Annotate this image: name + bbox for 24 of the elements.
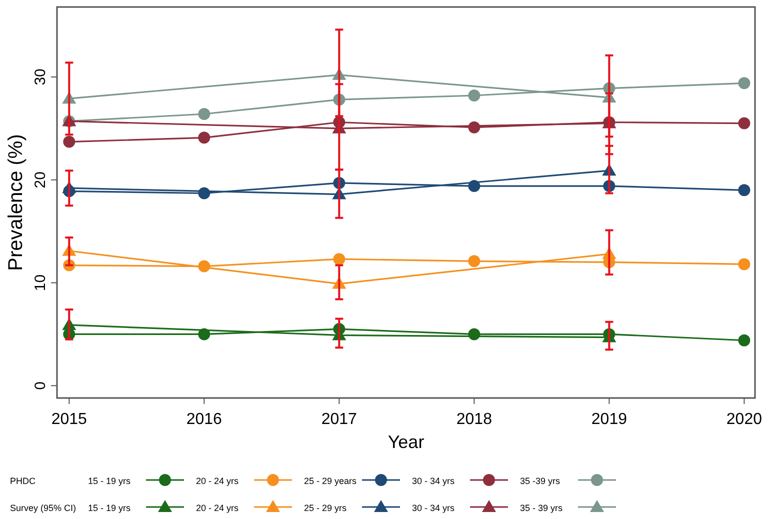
legend-label: 30 - 34 yrs xyxy=(412,503,456,513)
x-tick-label: 2018 xyxy=(456,411,492,428)
x-tick-label: 2019 xyxy=(591,411,628,428)
legend-label: 15 - 19 yrs xyxy=(88,476,132,486)
legend-label: 25 - 29 years xyxy=(304,476,358,486)
legend-label: 20 - 24 yrs xyxy=(196,503,240,513)
x-tick-label: 2020 xyxy=(726,411,762,428)
y-axis-title: Prevalence (%) xyxy=(5,134,27,271)
text: Survey (95% CI) xyxy=(10,503,76,513)
y-tick-label: 30 xyxy=(32,68,49,86)
legend-label: 15 - 19 yrs xyxy=(88,503,132,513)
legend-label: 30 - 34 yrs xyxy=(412,476,456,486)
y-tick-label: 20 xyxy=(32,172,49,188)
y-tick-label: 0 xyxy=(32,381,49,390)
legend-label: 25 - 29 yrs xyxy=(304,503,348,513)
x-tick-label: 2017 xyxy=(321,411,358,428)
legend-label: 35 - 39 yrs xyxy=(520,503,564,513)
x-tick-label: 2015 xyxy=(51,411,88,428)
text: PHDC xyxy=(10,476,36,486)
x-axis-title: Year xyxy=(388,432,424,452)
legend-label: 35 -39 yrs xyxy=(520,476,561,486)
x-tick-label: 2016 xyxy=(186,411,222,428)
y-tick-label: 10 xyxy=(32,274,49,292)
legend-label: 20 - 24 yrs xyxy=(196,476,240,486)
